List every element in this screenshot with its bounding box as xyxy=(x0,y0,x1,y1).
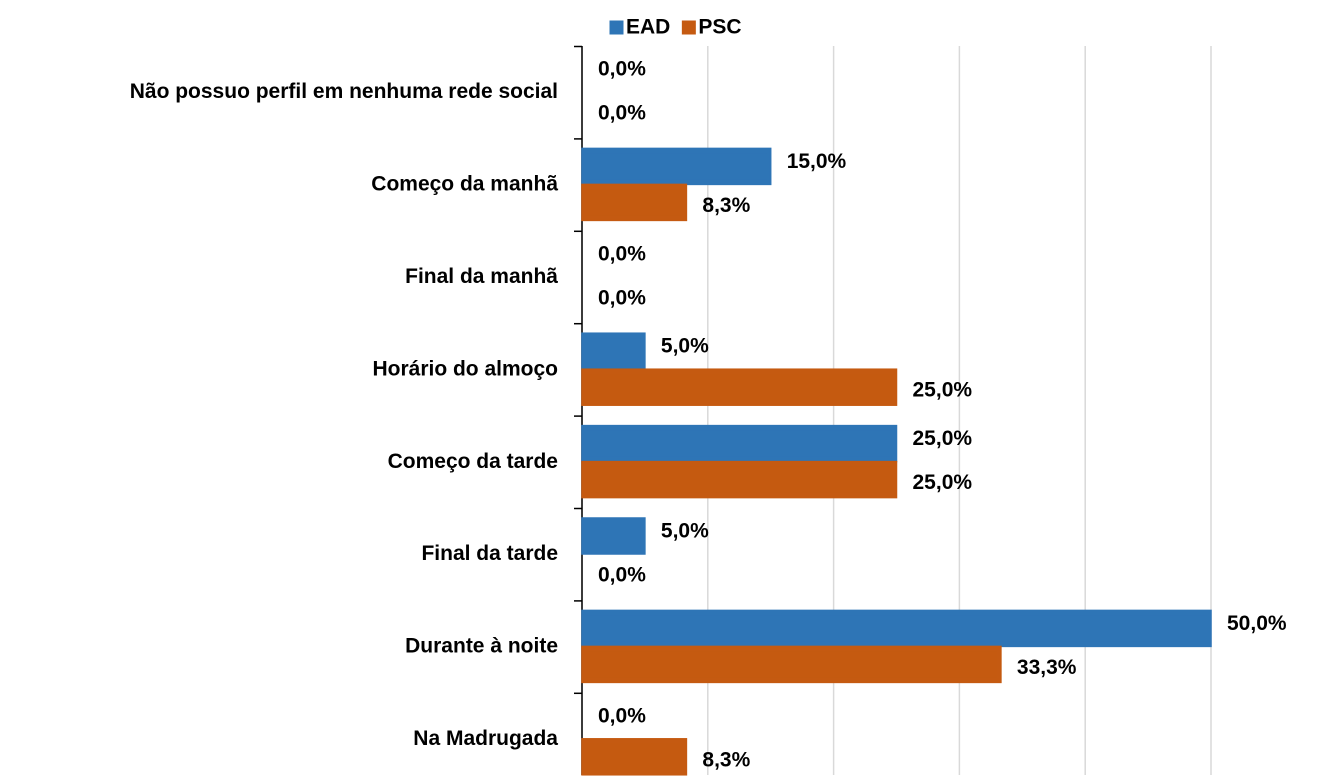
data-label: 0,0% xyxy=(598,564,646,587)
data-label: 8,3% xyxy=(702,748,750,771)
data-label: 15,0% xyxy=(787,150,847,173)
bar-bevel xyxy=(586,743,683,770)
bar-bevel xyxy=(586,651,997,678)
bar-bevel xyxy=(586,189,683,216)
data-label: 0,0% xyxy=(598,704,646,727)
bar-bevel xyxy=(586,338,641,365)
bar-bevel xyxy=(586,523,641,549)
data-label: 5,0% xyxy=(661,520,709,543)
data-label: 8,3% xyxy=(702,194,750,217)
y-tick-label: Na Madrugada xyxy=(413,727,558,750)
y-tick-label: Final da tarde xyxy=(421,542,558,565)
y-tick-label: Final da manhã xyxy=(405,265,558,288)
y-tick-label: Começo da manhã xyxy=(371,173,558,196)
data-label: 25,0% xyxy=(913,471,973,494)
data-label: 25,0% xyxy=(913,379,973,402)
y-tick-label: Horário do almoço xyxy=(372,357,558,380)
legend-label: PSC xyxy=(698,16,741,39)
data-label: 5,0% xyxy=(661,335,709,358)
data-label: 25,0% xyxy=(913,427,973,450)
y-tick-label: Começo da tarde xyxy=(388,450,558,473)
bar-bevel xyxy=(586,466,893,493)
bar-bevel xyxy=(586,153,767,180)
legend-swatch xyxy=(609,20,624,35)
data-label: 33,3% xyxy=(1017,656,1077,679)
bar-bevel xyxy=(586,374,893,401)
data-label: 0,0% xyxy=(598,242,646,265)
legend-label: EAD xyxy=(626,16,670,39)
bar-bevel xyxy=(586,615,1207,642)
bar-bevel xyxy=(586,430,893,457)
y-tick-label: Não possuo perfil em nenhuma rede social xyxy=(130,80,558,103)
data-label: 50,0% xyxy=(1227,612,1287,635)
data-label: 0,0% xyxy=(598,286,646,309)
y-tick-label: Durante à noite xyxy=(405,635,558,658)
data-label: 0,0% xyxy=(598,58,646,81)
legend-swatch xyxy=(681,20,696,35)
data-label: 0,0% xyxy=(598,102,646,125)
